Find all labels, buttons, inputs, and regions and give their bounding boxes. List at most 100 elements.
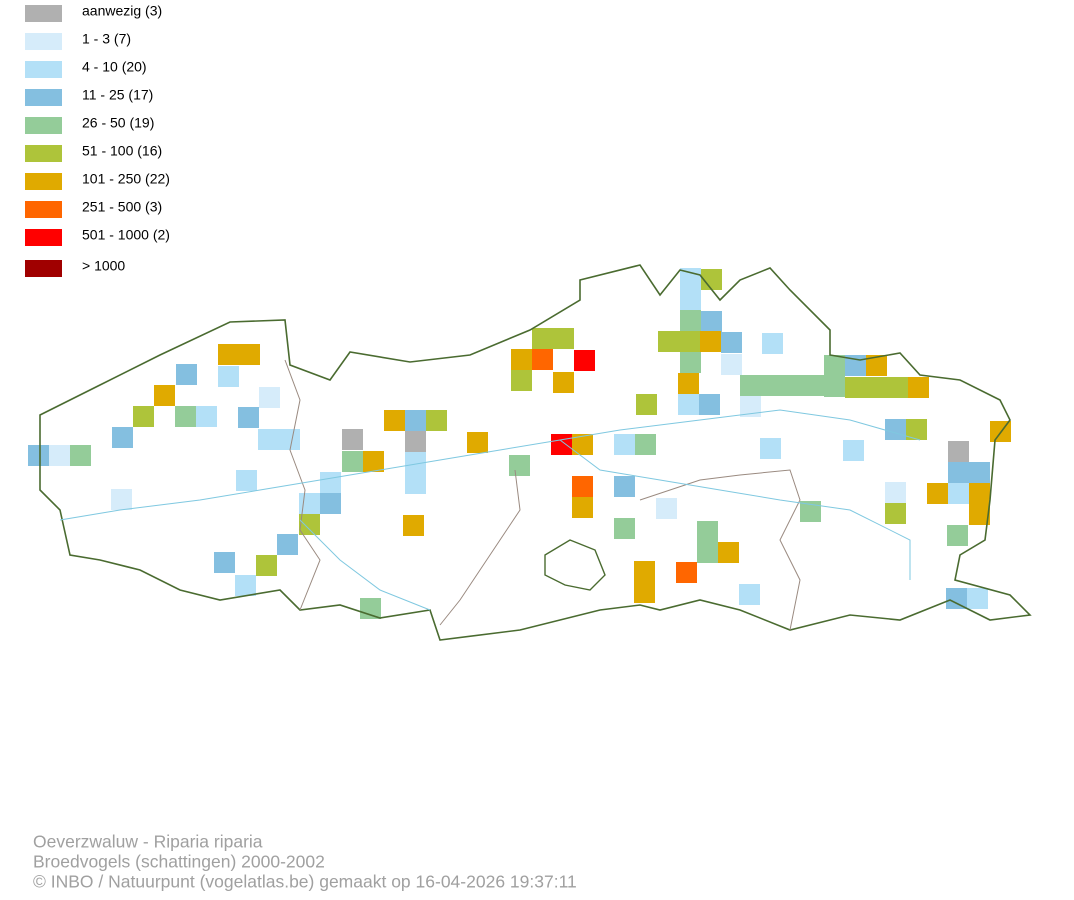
- grid-cell: [885, 419, 906, 440]
- legend-swatch: [25, 201, 62, 218]
- grid-cell: [885, 503, 906, 524]
- grid-cell: [634, 561, 655, 582]
- grid-cell: [238, 407, 259, 428]
- grid-cell: [467, 432, 488, 453]
- grid-cell: [761, 375, 782, 396]
- grid-cell: [658, 331, 679, 352]
- grid-cell: [760, 438, 781, 459]
- legend-swatch: [25, 173, 62, 190]
- grid-cell: [154, 385, 175, 406]
- grid-cell: [824, 376, 845, 397]
- grid-cell: [111, 489, 132, 510]
- footer-line: Broedvogels (schattingen) 2000-2002: [33, 852, 325, 872]
- grid-cell: [299, 514, 320, 535]
- grid-cell: [908, 377, 929, 398]
- grid-cell: [845, 377, 866, 398]
- grid-cell: [927, 483, 948, 504]
- grid-cell: [403, 515, 424, 536]
- legend-swatch: [25, 260, 62, 277]
- province-border: [284, 359, 801, 631]
- legend-label: 1 - 3 (7): [82, 31, 131, 47]
- grid-cell: [532, 349, 553, 370]
- legend-label: 501 - 1000 (2): [82, 227, 170, 243]
- grid-cell: [721, 354, 742, 375]
- grid-cell: [279, 429, 300, 450]
- grid-cell: [342, 429, 363, 450]
- legend-label: 251 - 500 (3): [82, 199, 162, 215]
- grid-cell: [843, 440, 864, 461]
- grid-cell: [866, 377, 887, 398]
- grid-cell: [614, 434, 635, 455]
- legend-label: 26 - 50 (19): [82, 115, 154, 131]
- grid-cell: [175, 406, 196, 427]
- grid-cell: [239, 344, 260, 365]
- grid-cell: [800, 501, 821, 522]
- grid-cell: [553, 328, 574, 349]
- grid-cell: [384, 410, 405, 431]
- grid-cell: [572, 476, 593, 497]
- enclave-outline: [544, 539, 606, 591]
- grid-cell: [277, 534, 298, 555]
- river: [59, 409, 921, 611]
- grid-cell: [969, 483, 990, 504]
- grid-cell: [739, 584, 760, 605]
- grid-cell: [676, 562, 697, 583]
- grid-cell: [49, 445, 70, 466]
- footer-line: Oeverzwaluw - Riparia riparia: [33, 832, 263, 852]
- legend-label: 11 - 25 (17): [82, 87, 153, 103]
- grid-cell: [218, 366, 239, 387]
- grid-cell: [511, 370, 532, 391]
- grid-cell: [342, 451, 363, 472]
- grid-cell: [28, 445, 49, 466]
- grid-cell: [948, 462, 969, 483]
- legend-swatch: [25, 5, 62, 22]
- grid-cell: [572, 434, 593, 455]
- grid-cell: [236, 470, 257, 491]
- grid-cell: [634, 582, 655, 603]
- grid-cell: [680, 310, 701, 331]
- grid-cell: [679, 331, 700, 352]
- grid-cell: [762, 333, 783, 354]
- grid-cell: [509, 455, 530, 476]
- grid-cell: [636, 394, 657, 415]
- grid-cell: [405, 431, 426, 452]
- grid-cell: [969, 462, 990, 483]
- legend-swatch: [25, 229, 62, 246]
- region-outline: [39, 264, 1032, 641]
- grid-cell: [866, 355, 887, 376]
- grid-cell: [656, 498, 677, 519]
- grid-cell: [885, 482, 906, 503]
- grid-cell: [363, 451, 384, 472]
- legend-swatch: [25, 145, 62, 162]
- grid-cell: [320, 493, 341, 514]
- grid-cell: [235, 575, 256, 596]
- grid-cell: [258, 429, 279, 450]
- grid-cell: [214, 552, 235, 573]
- grid-cell: [405, 473, 426, 494]
- grid-cell: [551, 434, 572, 455]
- footer: Oeverzwaluw - Riparia ripariaBroedvogels…: [33, 832, 577, 892]
- grid-cell: [572, 497, 593, 518]
- legend-label: 51 - 100 (16): [82, 143, 162, 159]
- grid-cell: [697, 542, 718, 563]
- grid-cell: [256, 555, 277, 576]
- grid-cell: [721, 332, 742, 353]
- grid-cell: [574, 350, 595, 371]
- grid-cell: [218, 344, 239, 365]
- grid-cell: [614, 518, 635, 539]
- grid-cell: [967, 588, 988, 609]
- legend-label: 101 - 250 (22): [82, 171, 170, 187]
- grid-cell: [718, 542, 739, 563]
- grid-cell: [701, 269, 722, 290]
- grid-cell: [532, 328, 553, 349]
- grid-cell: [946, 588, 967, 609]
- grid-cell: [678, 394, 699, 415]
- grid-cell: [948, 483, 969, 504]
- grid-cell: [405, 410, 426, 431]
- grid-cell: [553, 372, 574, 393]
- grid-cell: [824, 355, 845, 376]
- grid-cell: [948, 441, 969, 462]
- legend-swatch: [25, 117, 62, 134]
